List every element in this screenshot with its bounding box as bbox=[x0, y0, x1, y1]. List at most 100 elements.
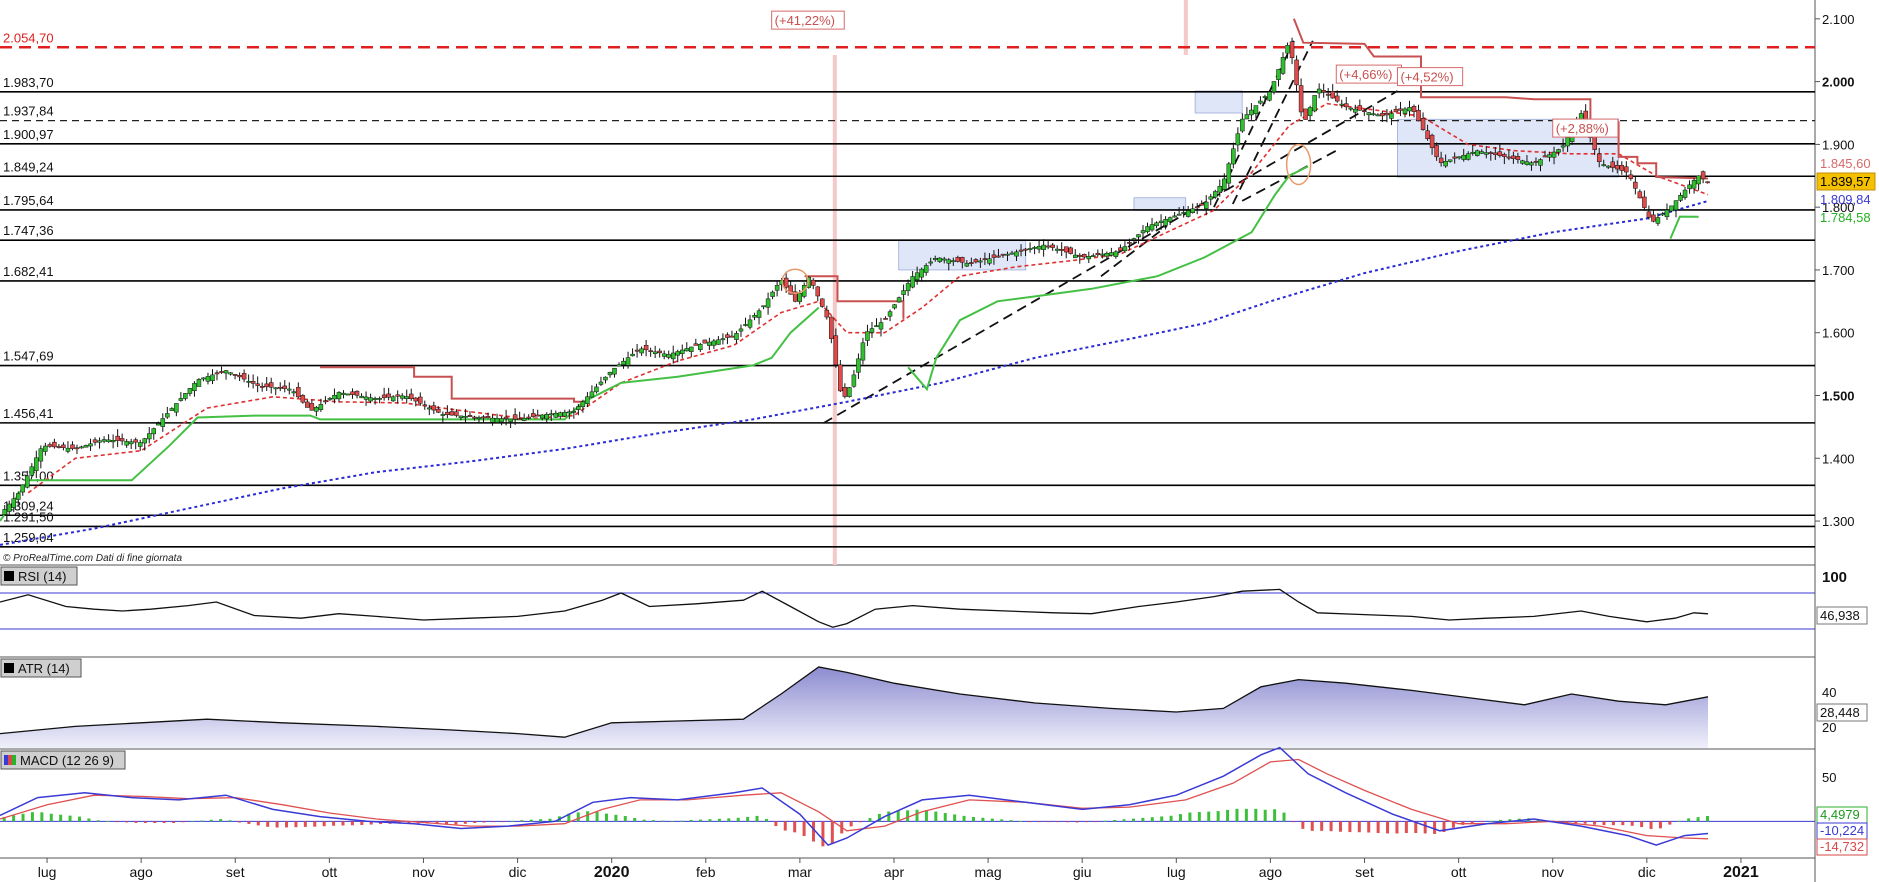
candle-body bbox=[1213, 191, 1218, 198]
macd-histogram-bar bbox=[1150, 817, 1154, 822]
macd-histogram-bar bbox=[1066, 821, 1070, 823]
candle-body bbox=[25, 475, 30, 488]
candle-body bbox=[1158, 220, 1164, 223]
macd-histogram-bar bbox=[1395, 821, 1399, 834]
candle-body bbox=[1258, 100, 1263, 104]
candle-body bbox=[603, 376, 608, 381]
candle-body bbox=[1289, 41, 1295, 59]
rsi-panel bbox=[0, 588, 1815, 630]
candle-body bbox=[1280, 57, 1286, 74]
candle-body bbox=[1610, 161, 1616, 168]
candle-body bbox=[589, 391, 595, 398]
candle-body bbox=[1127, 242, 1132, 244]
macd-histogram-bar bbox=[1376, 821, 1380, 833]
candle-body bbox=[1615, 165, 1620, 170]
macd-histogram-bar bbox=[567, 813, 571, 822]
candle-body bbox=[196, 379, 202, 387]
candle-body bbox=[458, 415, 464, 419]
candle-body bbox=[1190, 208, 1195, 213]
candle-body bbox=[607, 371, 613, 376]
candle-body bbox=[774, 285, 780, 291]
candle-body bbox=[250, 381, 256, 384]
candle-body bbox=[1018, 249, 1024, 252]
candle-body bbox=[395, 394, 400, 397]
candle-body bbox=[1348, 107, 1354, 110]
macd-histogram-bar bbox=[1668, 821, 1672, 825]
macd-histogram-bar bbox=[1188, 812, 1192, 822]
candle-body bbox=[463, 416, 468, 418]
candle-body bbox=[937, 257, 942, 262]
candle-body bbox=[128, 441, 134, 445]
candle-body bbox=[345, 393, 351, 396]
candle-body bbox=[1655, 217, 1661, 224]
macd-histogram-bar bbox=[1084, 821, 1088, 823]
candle-body bbox=[472, 416, 477, 419]
candle-body bbox=[115, 435, 120, 441]
macd-histogram-bar bbox=[1000, 819, 1004, 822]
macd-histogram-bar bbox=[1602, 821, 1606, 826]
candle-body bbox=[1104, 253, 1110, 257]
atr-last-value: 28,448 bbox=[1816, 703, 1868, 722]
candle-body bbox=[1249, 109, 1254, 116]
candle-body bbox=[1041, 244, 1046, 250]
macd-histogram-bar bbox=[887, 811, 891, 822]
candle-body bbox=[1357, 105, 1363, 111]
candle-body bbox=[183, 393, 188, 399]
candle-body bbox=[684, 348, 690, 352]
consolidation-box bbox=[1194, 90, 1243, 114]
candle-body bbox=[887, 311, 893, 317]
rsi-label-box[interactable]: RSI (14) bbox=[0, 566, 78, 586]
candle-body bbox=[237, 375, 242, 378]
candle-body bbox=[381, 394, 387, 399]
macd-histogram-bar bbox=[1386, 821, 1390, 834]
level-label: 1.900,97 bbox=[3, 127, 54, 142]
macd-histogram-bar bbox=[1094, 821, 1098, 823]
candle-body bbox=[88, 443, 93, 447]
atr-label-box[interactable]: ATR (14) bbox=[0, 658, 82, 678]
candle-body bbox=[1533, 160, 1539, 163]
candle-body bbox=[702, 339, 708, 344]
macd-histogram-bar bbox=[783, 821, 787, 831]
candle-body bbox=[1696, 175, 1701, 185]
trend-line bbox=[1231, 40, 1314, 205]
candle-body bbox=[1700, 171, 1706, 180]
candle-body bbox=[1375, 114, 1381, 117]
candle-body bbox=[436, 408, 441, 413]
candle-body bbox=[743, 324, 748, 326]
macd-histogram-bar bbox=[821, 821, 825, 847]
price-tick-label: 2.000 bbox=[1822, 75, 1855, 90]
macd-histogram-bar bbox=[764, 818, 768, 822]
macd-histogram-bar bbox=[595, 811, 599, 822]
candle-body bbox=[79, 446, 84, 449]
candle-body bbox=[987, 258, 992, 264]
candle-body bbox=[119, 438, 125, 442]
candle-body bbox=[553, 412, 559, 418]
candle-body bbox=[824, 309, 830, 318]
candle-body bbox=[1465, 153, 1471, 160]
macd-histogram-bar bbox=[303, 821, 307, 827]
macd-label-box[interactable]: MACD (12 26 9) bbox=[0, 750, 126, 770]
candle-body bbox=[1023, 248, 1028, 251]
candle-body bbox=[765, 298, 771, 308]
candle-body bbox=[991, 254, 997, 258]
candle-body bbox=[427, 407, 432, 410]
macd-histogram-bar bbox=[906, 810, 910, 822]
candle-body bbox=[530, 413, 536, 417]
candle-body bbox=[1208, 196, 1214, 200]
candle-body bbox=[1456, 156, 1462, 159]
red-trailing-stop bbox=[804, 275, 905, 319]
candle-body bbox=[1185, 210, 1191, 217]
candle-body bbox=[1226, 163, 1232, 184]
candle-body bbox=[838, 364, 843, 392]
candle-body bbox=[481, 416, 486, 419]
level-label: 1.291,50 bbox=[3, 509, 54, 524]
candle-body bbox=[56, 446, 62, 448]
candle-body bbox=[1565, 137, 1570, 147]
time-label: giu bbox=[1073, 864, 1092, 880]
candle-body bbox=[359, 395, 364, 399]
price-tick-label: 1.500 bbox=[1822, 389, 1855, 404]
time-label: 2020 bbox=[594, 864, 630, 881]
candle-body bbox=[946, 259, 952, 264]
price-tick-label: 1.800 bbox=[1822, 200, 1855, 215]
time-label: ago bbox=[1259, 864, 1283, 880]
